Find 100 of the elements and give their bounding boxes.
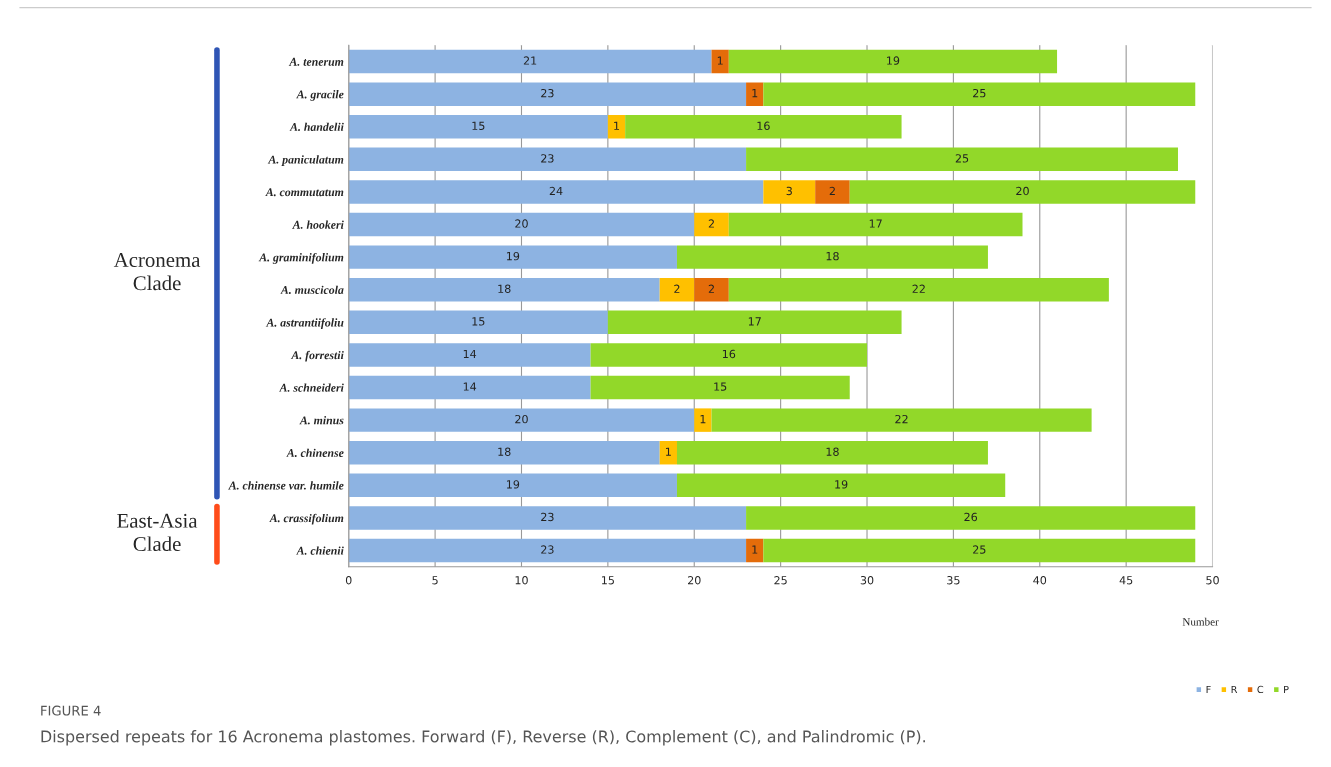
bar — [746, 538, 764, 563]
bar — [348, 538, 747, 563]
bar — [348, 147, 747, 172]
bar — [607, 115, 626, 139]
data-label: 25 — [973, 545, 986, 554]
bar — [348, 278, 660, 302]
bar — [728, 212, 1023, 237]
data-label: 2 — [708, 219, 714, 228]
data-label: 23 — [541, 545, 554, 554]
bar — [348, 245, 677, 269]
y-tick-label: A. schneideri — [278, 383, 344, 392]
data-label: 20 — [515, 219, 528, 228]
bar — [694, 408, 712, 432]
data-label: 1 — [666, 447, 671, 456]
y-tick-label: A. chinense var. humile — [228, 481, 344, 490]
data-label: 19 — [835, 480, 848, 489]
x-axis-title: Number — [1182, 617, 1219, 626]
data-label: 19 — [507, 480, 520, 489]
y-tick-label: A. hookeri — [292, 220, 344, 229]
data-label: 20 — [1016, 186, 1029, 196]
y-tick-label: A. chienii — [296, 546, 344, 555]
legend-label: C — [1257, 685, 1264, 694]
x-tick-label: 0 — [345, 576, 352, 585]
x-tick-label: 35 — [947, 576, 960, 585]
data-label: 1 — [614, 121, 620, 130]
data-label: 16 — [757, 121, 770, 130]
data-label: 15 — [714, 382, 727, 391]
bar — [728, 49, 1058, 74]
y-tick-label: A. forrestii — [290, 350, 344, 362]
y-tick-label: A. chinense — [286, 448, 344, 457]
data-label: 3 — [786, 186, 792, 196]
bar — [348, 440, 660, 465]
data-label: 17 — [748, 317, 761, 326]
data-label: 25 — [955, 154, 969, 163]
data-label: 15 — [472, 121, 485, 130]
bar — [676, 245, 988, 269]
data-label: 18 — [498, 447, 511, 456]
data-label: 19 — [507, 251, 520, 261]
bar — [659, 440, 677, 465]
data-label: 25 — [973, 88, 986, 98]
bar — [607, 310, 902, 335]
bar — [348, 49, 712, 74]
x-tick-label: 20 — [687, 576, 701, 585]
y-tick-label: A. graminifolium — [258, 252, 344, 264]
data-label: 20 — [515, 414, 528, 424]
bar — [763, 82, 1196, 106]
y-tick-label: A. astrantiifoliu — [265, 318, 344, 329]
x-tick-label: 15 — [602, 576, 614, 585]
data-label: 22 — [895, 414, 908, 424]
legend-label: F — [1206, 685, 1211, 693]
bar — [849, 180, 1196, 204]
bar — [711, 408, 1092, 432]
bar — [590, 375, 850, 400]
data-label: 1 — [700, 415, 706, 424]
x-tick-label: 45 — [1119, 576, 1133, 585]
bar — [815, 180, 850, 204]
bar — [746, 82, 764, 106]
caption: FIGURE 4 — [41, 705, 101, 716]
x-tick-label: 10 — [515, 576, 528, 585]
data-label: 15 — [472, 317, 485, 326]
text: East-Asia Clade — [117, 513, 198, 552]
bar — [676, 440, 988, 465]
data-label: 17 — [869, 219, 882, 228]
y-tick-label: A. handelii — [289, 122, 344, 132]
data-label: 16 — [722, 349, 736, 359]
y-tick-label: A. minus — [299, 416, 344, 425]
bar — [348, 310, 608, 335]
bar — [763, 538, 1196, 563]
data-label: 18 — [826, 251, 839, 261]
bar — [348, 375, 591, 400]
bar — [694, 212, 729, 237]
data-label: 21 — [523, 56, 537, 65]
bar — [746, 147, 1178, 172]
bar — [676, 473, 1006, 498]
bar — [590, 343, 868, 367]
bar — [728, 278, 1109, 302]
data-label: 18 — [826, 447, 839, 456]
bar — [348, 82, 747, 106]
y-tick-label: A. gracile — [296, 90, 344, 101]
text: Acronema Clade — [113, 253, 201, 291]
data-label: 23 — [541, 154, 554, 163]
data-label: 23 — [541, 88, 554, 98]
bar — [348, 212, 695, 237]
x-tick-label: 5 — [432, 576, 438, 585]
y-tick-label: A. muscicola — [280, 285, 344, 294]
bar — [763, 180, 816, 204]
legend-label: R — [1231, 685, 1238, 693]
x-tick-label: 25 — [774, 576, 787, 585]
bar — [694, 278, 729, 302]
x-tick-label: 30 — [860, 576, 874, 585]
data-label: 1 — [752, 545, 758, 554]
x-tick-label: 50 — [1206, 576, 1219, 585]
bar — [625, 115, 902, 139]
bar — [746, 506, 1196, 530]
text: Dispersed repeats for 16 Acronema plastomes. Forward (F), Reverse (R), Complement (C), and Palindromic (P). — [41, 730, 925, 746]
data-label: 19 — [887, 56, 900, 65]
data-label: 22 — [912, 284, 925, 293]
data-label: 26 — [964, 512, 978, 522]
data-label: 14 — [463, 382, 477, 391]
bar — [348, 180, 764, 204]
